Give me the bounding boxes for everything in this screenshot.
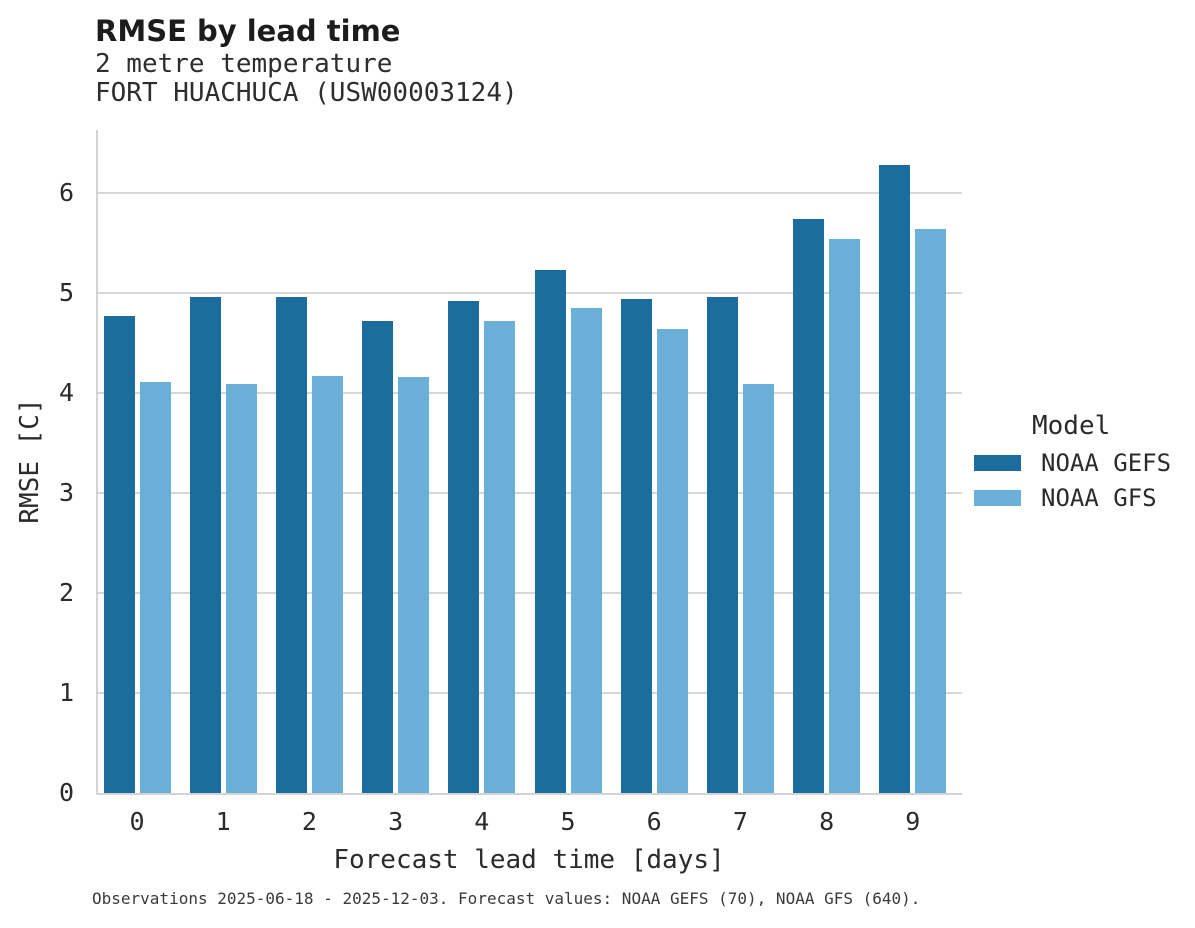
x-tick-label-9: 9 (905, 807, 921, 836)
legend-item-noaa-gefs: NOAA GEFS (974, 451, 1171, 475)
legend-title: Model (1032, 411, 1111, 441)
gridline-y-6 (98, 192, 962, 194)
y-tick-label-4: 4 (58, 378, 74, 407)
legend-item-noaa-gfs: NOAA GFS (974, 486, 1157, 510)
x-tick-label-5: 5 (560, 807, 576, 836)
legend-swatch-noaa-gefs (974, 455, 1021, 471)
bar-noaa-gfs-lead-7 (742, 384, 774, 793)
bar-noaa-gfs-lead-2 (311, 376, 343, 793)
x-tick-label-2: 2 (301, 807, 317, 836)
bar-noaa-gfs-lead-0 (139, 382, 171, 793)
chart-title: RMSE by lead time (95, 14, 401, 48)
gridline-y-1 (98, 692, 962, 694)
x-tick-label-8: 8 (819, 807, 835, 836)
bar-noaa-gfs-lead-6 (656, 329, 688, 793)
x-tick-label-4: 4 (474, 807, 490, 836)
gridline-y-3 (98, 492, 962, 494)
bar-noaa-gfs-lead-3 (398, 377, 430, 793)
chart-subtitle-station: FORT HUACHUCA (USW00003124) (95, 78, 518, 108)
bar-noaa-gfs-lead-5 (570, 308, 602, 793)
bar-noaa-gefs-lead-8 (793, 219, 825, 793)
gridline-y-4 (98, 392, 962, 394)
bar-noaa-gfs-lead-8 (829, 239, 861, 793)
gridline-y-5 (98, 292, 962, 294)
y-tick-label-6: 6 (58, 178, 74, 207)
legend-label-noaa-gfs: NOAA GFS (1041, 484, 1157, 512)
gridline-y-2 (98, 592, 962, 594)
x-tick-label-1: 1 (215, 807, 231, 836)
x-tick-label-0: 0 (129, 807, 145, 836)
bar-noaa-gfs-lead-1 (225, 384, 257, 793)
bar-noaa-gefs-lead-9 (879, 165, 911, 793)
bar-noaa-gefs-lead-1 (189, 297, 221, 793)
x-axis-label: Forecast lead time [days] (333, 845, 725, 875)
y-tick-label-0: 0 (58, 778, 74, 807)
y-tick-label-1: 1 (58, 678, 74, 707)
y-tick-label-5: 5 (58, 278, 74, 307)
bar-noaa-gefs-lead-5 (534, 270, 566, 793)
y-tick-label-3: 3 (58, 478, 74, 507)
legend-label-noaa-gefs: NOAA GEFS (1041, 449, 1172, 477)
legend-swatch-noaa-gfs (974, 490, 1021, 506)
footnote-caption: Observations 2025-06-18 - 2025-12-03. Fo… (92, 889, 921, 908)
y-tick-label-2: 2 (58, 578, 74, 607)
x-tick-label-3: 3 (388, 807, 404, 836)
x-tick-label-6: 6 (646, 807, 662, 836)
chart-subtitle-variable: 2 metre temperature (95, 49, 393, 79)
bar-noaa-gefs-lead-6 (620, 299, 652, 793)
plot-area (96, 130, 962, 795)
bar-noaa-gefs-lead-4 (448, 301, 480, 793)
bar-noaa-gefs-lead-0 (103, 316, 135, 793)
x-tick-label-7: 7 (732, 807, 748, 836)
bar-noaa-gfs-lead-9 (915, 229, 947, 793)
bar-noaa-gefs-lead-7 (706, 297, 738, 793)
bar-noaa-gfs-lead-4 (484, 321, 516, 793)
bar-noaa-gefs-lead-2 (275, 297, 307, 793)
bar-noaa-gefs-lead-3 (362, 321, 394, 793)
